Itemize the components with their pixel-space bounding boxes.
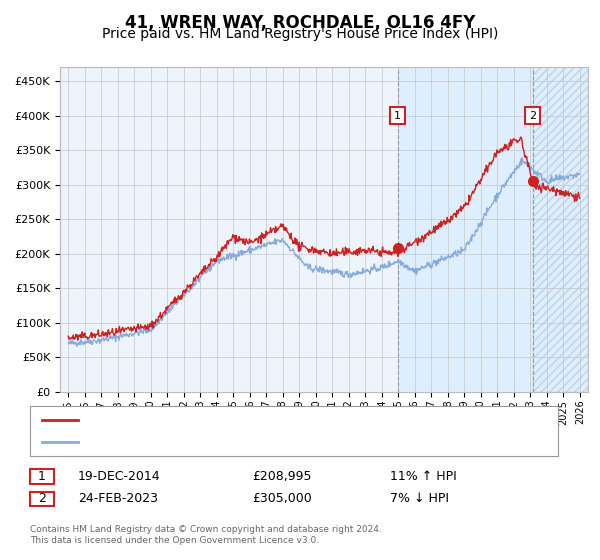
Text: £208,995: £208,995 xyxy=(252,470,311,483)
Text: £305,000: £305,000 xyxy=(252,492,312,506)
Text: 2: 2 xyxy=(38,492,46,506)
Bar xyxy=(533,67,588,392)
Text: Contains HM Land Registry data © Crown copyright and database right 2024.
This d: Contains HM Land Registry data © Crown c… xyxy=(30,525,382,545)
Text: 11% ↑ HPI: 11% ↑ HPI xyxy=(390,470,457,483)
Text: 24-FEB-2023: 24-FEB-2023 xyxy=(78,492,158,506)
Text: 7% ↓ HPI: 7% ↓ HPI xyxy=(390,492,449,506)
Text: 2: 2 xyxy=(529,110,536,120)
Bar xyxy=(398,67,588,392)
Text: Price paid vs. HM Land Registry's House Price Index (HPI): Price paid vs. HM Land Registry's House … xyxy=(102,27,498,41)
Text: 1: 1 xyxy=(38,470,46,483)
Text: 41, WREN WAY, ROCHDALE, OL16 4FY (detached house): 41, WREN WAY, ROCHDALE, OL16 4FY (detach… xyxy=(84,415,397,425)
Text: 41, WREN WAY, ROCHDALE, OL16 4FY: 41, WREN WAY, ROCHDALE, OL16 4FY xyxy=(125,14,475,32)
Text: HPI: Average price, detached house, Rochdale: HPI: Average price, detached house, Roch… xyxy=(84,437,341,447)
Text: 1: 1 xyxy=(394,110,401,120)
Text: 19-DEC-2014: 19-DEC-2014 xyxy=(78,470,161,483)
